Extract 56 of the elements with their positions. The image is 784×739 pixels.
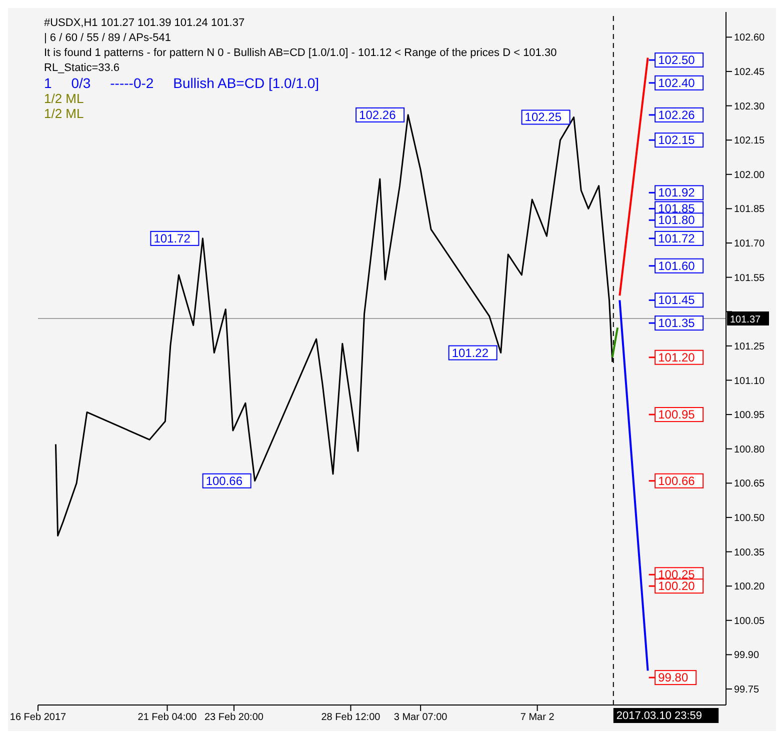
x-tick-label: 21 Feb 04:00 [138,712,198,724]
y-tick-label: 100.05 [734,616,766,627]
ref-line-label: 100.66 [658,474,696,488]
ref-line-label: 101.80 [658,213,696,228]
ref-line-label: 99.80 [658,670,688,685]
y-tick-label: 100.80 [734,444,766,456]
annotation: RL_Static=33.6 [44,61,120,76]
ref-line-label: 101.20 [658,350,696,364]
ref-line-label: 100.25 [658,568,696,582]
x-tick-label: 23 Feb 20:00 [204,712,264,724]
y-tick-label: 101.25 [734,341,766,352]
ref-line-label: 102.50 [658,53,696,68]
y-tick-label: 100.95 [734,410,766,422]
y-tick-label: 101.85 [734,204,766,216]
annotation: 102.25 [524,110,562,124]
ref-line-label: 101.92 [658,186,696,200]
ref-line-label: 101.35 [658,316,696,330]
ref-line-label: 101.45 [658,293,696,308]
y-tick-label: 102.30 [734,101,766,112]
y-tick-label: 101.55 [734,272,766,284]
text: #USDX,H1 101.27 101.39 101.24 101.37 [44,16,246,31]
annotation: 102.26 [359,108,396,122]
ref-line-label: 102.26 [658,108,696,122]
ref-line-label: 101.60 [658,258,696,273]
y-tick-label: 101.10 [734,376,766,387]
y-tick-label: 100.20 [734,582,766,593]
x-tick-label: 7 Mar 2 [520,712,555,724]
y-tick-label: 99.90 [734,650,760,662]
ref-line-label: 101.72 [658,231,696,246]
y-tick-label: 102.15 [734,136,766,147]
ref-line-label: 2017.03.10 23:59 [616,710,702,722]
annotation: It is found 1 patterns - for pattern N 0 - Bullish AB=CD [1.0/1.0] - 101.12 < Range of the prices D < 101.30 [44,46,557,61]
ref-line-label: 100.95 [658,408,696,422]
y-tick-label: 102.00 [734,170,766,181]
annotation: 1/2 ML [44,106,84,121]
annotation: 1/2 ML [44,91,84,106]
y-tick-label: 102.45 [734,67,766,78]
x-tick-label: 28 Feb 12:00 [321,712,381,724]
annotation: 101.22 [452,346,489,360]
y-tick-label: 99.75 [734,684,760,696]
ref-line-label: 101.37 [730,314,762,326]
y-tick-label: 102.60 [734,32,766,44]
text: | 6 / 60 / 55 / 89 / APs-541 [44,31,172,46]
ref-line-label: 102.15 [658,133,696,148]
y-tick-label: 100.50 [734,513,766,524]
x-tick-label: 16 Feb 2017 [10,712,67,724]
ref-line-label: 100.20 [658,579,696,594]
annotation: 100.66 [206,474,243,488]
annotation: 1 0/3 -----0-2 Bullish AB=CD [1.0/1.0] [44,75,320,91]
ref-line-label: 101.85 [658,202,696,216]
y-tick-label: 101.70 [734,238,766,250]
y-tick-label: 100.35 [734,547,766,558]
annotation: 101.72 [154,231,191,246]
y-tick-label: 100.65 [734,478,766,490]
x-tick-label: 3 Mar 07:00 [394,712,448,724]
ref-line-label: 102.40 [658,76,696,90]
